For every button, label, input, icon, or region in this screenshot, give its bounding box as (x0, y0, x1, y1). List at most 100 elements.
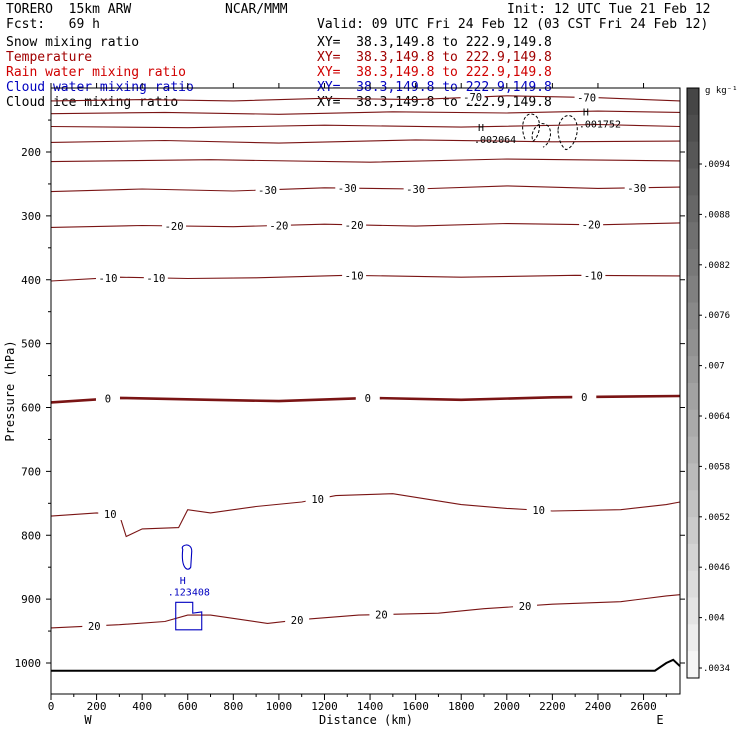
isotherm-label: -20 (269, 220, 288, 232)
colorbar-tick-label: .004 (703, 614, 725, 624)
isotherm-label-bg (95, 271, 120, 284)
isotherm-label: -20 (345, 220, 364, 232)
isotherm-label-bg (285, 614, 310, 627)
isotherm-line (50, 110, 681, 115)
cloud-water-max-value: .123408 (168, 587, 210, 598)
isotherm-label: -10 (98, 273, 117, 285)
xy-line-rain: XY= 38.3,149.8 to 222.9,149.8 (317, 65, 552, 80)
valid-time: Valid: 09 UTC Fri 24 Feb 12 (03 CST Fri … (317, 17, 709, 32)
colorbar-swatch (687, 168, 699, 196)
y-tick-label: 900 (21, 593, 41, 606)
colorbar-swatch (687, 302, 699, 330)
colorbar-swatch (687, 383, 699, 411)
snow-max-marker: H (478, 123, 484, 134)
colorbar-swatch (687, 624, 699, 652)
colorbar-swatch (687, 543, 699, 572)
colorbar-unit: g kg⁻¹ (705, 86, 738, 96)
colorbar-swatch (687, 490, 699, 518)
model-title: TORERO 15km ARW (6, 2, 132, 17)
x-end-left: W (84, 713, 92, 727)
xy-line-temperature: XY= 38.3,149.8 to 222.9,149.8 (317, 50, 552, 65)
isotherm-label: 20 (519, 601, 532, 613)
legend-temperature: Temperature (6, 50, 93, 65)
isotherm-label-bg (581, 269, 606, 282)
cloud-water-contour (175, 601, 203, 631)
colorbar-tick-label: .0076 (703, 311, 730, 321)
x-tick-label: 2000 (494, 700, 521, 713)
isotherm-label-bg (369, 608, 394, 621)
colorbar-swatch (687, 436, 699, 464)
colorbar-swatch (687, 88, 699, 116)
colorbar-swatch (687, 597, 699, 625)
isotherm-line (50, 493, 681, 538)
x-tick-label: 600 (178, 700, 198, 713)
colorbar-tick-label: .0082 (703, 261, 730, 271)
colorbar-tick-label: .007 (703, 362, 725, 372)
isotherm-label-bg (98, 508, 123, 521)
x-tick-label: 2400 (585, 700, 612, 713)
snow-contour (522, 113, 552, 148)
x-tick-label: 1400 (357, 700, 384, 713)
x-tick-label: 2600 (630, 700, 657, 713)
isotherm-label-bg (82, 619, 107, 632)
isotherm-label-bg (624, 181, 649, 194)
forecast-hour: Fcst: 69 h (6, 17, 100, 32)
org-label: NCAR/MMM (225, 2, 288, 17)
isotherm-label-bg (143, 271, 168, 284)
colorbar-swatch (687, 195, 699, 223)
colorbar-tick-label: .0064 (703, 412, 730, 422)
cloud-water-contour (181, 544, 193, 570)
snow-max-value: .002064 (474, 135, 516, 146)
y-tick-label: 1000 (15, 657, 42, 670)
colorbar-swatch (687, 222, 699, 250)
y-tick-label: 200 (21, 146, 41, 159)
isotherm-label-bg (95, 392, 120, 405)
isotherm-line (50, 394, 681, 404)
isotherm-label: 10 (311, 494, 324, 506)
colorbar-swatch (687, 651, 699, 679)
colorbar-swatch (687, 517, 699, 545)
colorbar-swatch (687, 141, 699, 169)
isotherm-label: -30 (406, 184, 425, 196)
colorbar-swatch (687, 248, 699, 277)
isotherm-label-bg (335, 182, 360, 195)
x-tick-label: 800 (223, 700, 243, 713)
isotherm-label-bg (305, 493, 330, 506)
isotherm-label-bg (342, 218, 367, 231)
isotherm-label: 20 (291, 615, 304, 627)
isotherm-label-bg (403, 183, 428, 196)
snow-max-marker: H (583, 107, 589, 118)
x-tick-label: 200 (87, 700, 107, 713)
y-axis-label: Pressure (hPa) (3, 340, 17, 441)
isotherm-label-bg (342, 269, 367, 282)
isotherm-label: -70 (463, 92, 482, 104)
colorbar-swatch (687, 570, 699, 599)
isotherm-line (50, 185, 681, 193)
isotherm-label-bg (579, 218, 604, 231)
isotherm-label-bg (574, 91, 599, 104)
x-tick-label: 2200 (539, 700, 566, 713)
colorbar-tick-label: .0058 (703, 462, 730, 472)
x-tick-label: 1000 (266, 700, 293, 713)
isotherm-line (50, 274, 681, 282)
y-tick-label: 800 (21, 529, 41, 542)
legend-rain: Rain water mixing ratio (6, 65, 187, 80)
isotherm-label-bg (572, 390, 597, 403)
isotherm-label: -30 (258, 185, 277, 197)
colorbar-tick-label: .0094 (703, 160, 730, 170)
isotherm-label: -10 (146, 273, 165, 285)
x-tick-label: 1200 (311, 700, 338, 713)
isotherm-label-bg (526, 504, 551, 517)
isotherm-label: -30 (627, 183, 646, 195)
isotherm-label: 20 (88, 621, 101, 633)
isotherm-label-bg (162, 219, 187, 232)
cloud-water-max-marker: H (180, 576, 186, 587)
legend-cloud-ice: Cloud ice mixing ratio (6, 95, 179, 110)
y-tick-label: 400 (21, 274, 41, 287)
colorbar-swatch (687, 356, 699, 384)
isotherm-label: -70 (577, 92, 596, 104)
colorbar-frame (686, 87, 700, 679)
xy-line-snow: XY= 38.3,149.8 to 222.9,149.8 (317, 35, 552, 50)
snow-max-value: .001752 (579, 119, 621, 130)
isotherm-label: -10 (584, 270, 603, 282)
